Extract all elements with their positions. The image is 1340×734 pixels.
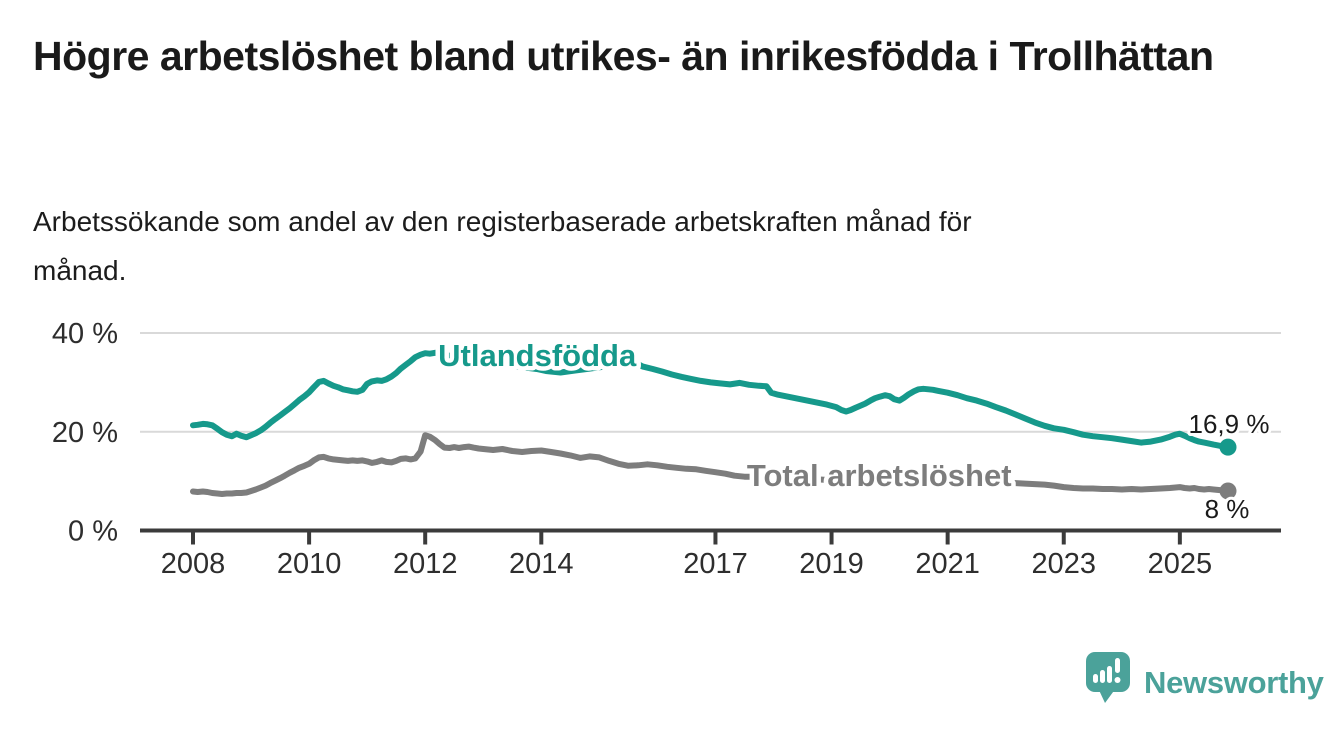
newsworthy-logo-text: Newsworthy	[1144, 665, 1325, 700]
series-end-value-utlandsfodda: 16,9 %	[1189, 409, 1270, 439]
newsworthy-logo: Newsworthy	[1086, 652, 1325, 703]
x-axis-tick-label: 2025	[1148, 548, 1213, 580]
logo-bubble-tail	[1098, 688, 1116, 703]
x-axis-tick-label: 2019	[799, 548, 864, 580]
x-axis-tick-label: 2008	[161, 548, 226, 580]
series-end-dot-utlandsfodda	[1219, 438, 1237, 456]
series-label-utlandsfodda: Utlandsfödda	[438, 338, 637, 373]
x-axis-tick-label: 2023	[1031, 548, 1096, 580]
y-axis-tick-label: 0 %	[68, 516, 118, 548]
series-label-total-arbetsloshet: Total arbetslöshet	[747, 458, 1012, 493]
x-axis-tick-label: 2017	[683, 548, 748, 580]
x-axis-tick-label: 2021	[915, 548, 980, 580]
logo-bar-chart-glyph	[1093, 658, 1121, 683]
x-axis-tick-label: 2014	[509, 548, 574, 580]
series-end-value-total-arbetsloshet: 8 %	[1205, 494, 1250, 524]
series-end-dot-total-arbetsloshet	[1219, 482, 1237, 500]
chart-subtitle: Arbetssökande som andel av den registerb…	[33, 206, 972, 286]
y-axis-tick-label: 20 %	[52, 417, 118, 449]
series-line-utlandsfodda	[190, 349, 1231, 451]
newsworthy-logo-icon	[1086, 652, 1130, 703]
page-title: Högre arbetslöshet bland utrikes- än inr…	[33, 33, 1214, 79]
x-axis-tick-label: 2010	[277, 548, 342, 580]
series-line-total-arbetsloshet	[190, 432, 1231, 497]
y-axis-tick-label: 40 %	[52, 318, 118, 350]
x-axis-tick-label: 2012	[393, 548, 458, 580]
